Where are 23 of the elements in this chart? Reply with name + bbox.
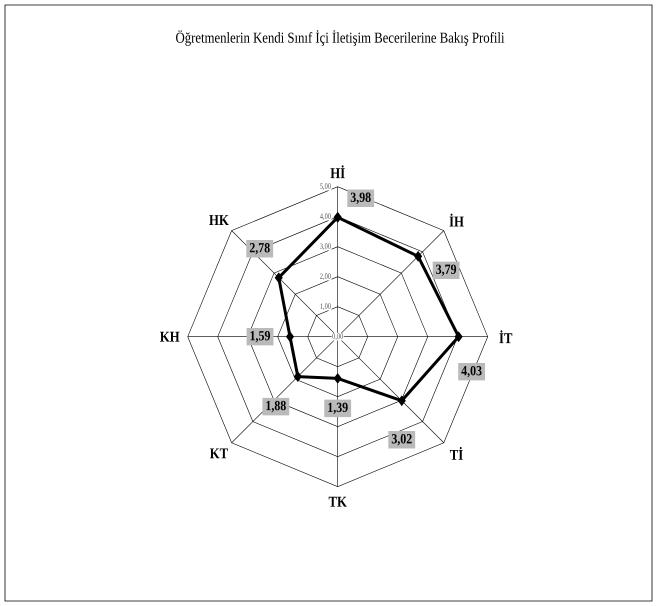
y-tick-label: 0,00 — [332, 333, 344, 340]
spoke-label: Tİ — [450, 446, 463, 460]
y-tick-label: 2,00 — [320, 273, 331, 280]
spoke-label: TK — [328, 496, 347, 507]
chart-title: Öğretmenlerin Kendi Sınıf İçi İletişim Becerilerine Bakış Profili — [176, 30, 504, 46]
data-label: 1,88 — [266, 400, 286, 412]
data-label: 1,59 — [250, 330, 270, 342]
spoke-label: HK — [209, 215, 229, 225]
spoke-label: İH — [449, 214, 464, 226]
data-label: 1,39 — [328, 402, 348, 414]
spoke-label: İT — [499, 330, 512, 344]
data-label: 3,98 — [350, 192, 371, 204]
y-tick-label: 3,00 — [320, 243, 331, 250]
spoke-label: KH — [160, 332, 180, 342]
spoke-label: Hİ — [330, 165, 345, 178]
data-label: 3,02 — [392, 434, 412, 446]
data-label: 3,79 — [436, 264, 456, 276]
y-tick-label: 4,00 — [320, 213, 331, 220]
spoke-label: KT — [210, 448, 228, 458]
data-label: 4,03 — [461, 366, 482, 378]
y-tick-label: 5,00 — [320, 183, 331, 190]
data-label: 2,78 — [250, 242, 270, 254]
y-tick-label: 1,00 — [320, 303, 331, 310]
